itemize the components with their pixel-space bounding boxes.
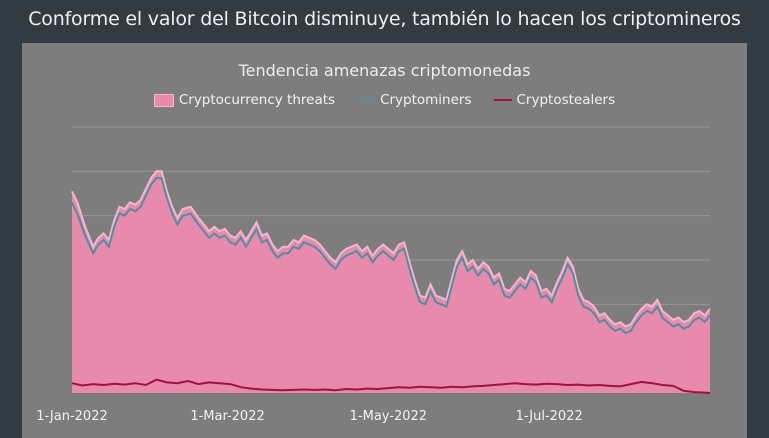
legend-label-threats: Cryptocurrency threats — [178, 92, 336, 108]
legend-swatch-miners — [357, 99, 376, 101]
legend-label-miners: Cryptominers — [380, 92, 472, 108]
legend-item-miners: Cryptominers — [357, 92, 472, 108]
legend-swatch-threats — [153, 93, 174, 107]
series-area-cryptocurrency-threats — [72, 171, 710, 393]
page-title: Conforme el valor del Bitcoin disminuye,… — [28, 8, 741, 30]
chart-plot: 1-Jan-2022 1-Mar-2022 1-May-2022 1-Jul-2022 — [36, 126, 711, 424]
legend-item-threats: Cryptocurrency threats — [153, 92, 336, 108]
legend-item-stealers: Cryptostealers — [493, 92, 616, 108]
x-tick-label: 1-Jan-2022 — [36, 409, 108, 424]
chart-panel: Tendencia amenazas criptomonedas Cryptoc… — [22, 43, 747, 438]
x-tick-label: 1-Mar-2022 — [190, 409, 264, 424]
legend-swatch-stealers — [493, 99, 512, 101]
series-line-cryptominers — [71, 177, 711, 335]
x-axis-ticks: 1-Jan-2022 1-Mar-2022 1-May-2022 1-Jul-2022 — [36, 409, 583, 424]
series-outline-cryptocurrency-threats — [71, 170, 711, 328]
chart-legend: Cryptocurrency threats Cryptominers Cryp… — [22, 92, 747, 108]
series-line-cryptostealers — [71, 378, 711, 394]
chart-title: Tendencia amenazas criptomonedas — [238, 61, 531, 80]
x-tick-label: 1-May-2022 — [350, 409, 427, 424]
legend-label-stealers: Cryptostealers — [516, 92, 616, 108]
x-tick-label: 1-Jul-2022 — [516, 409, 583, 424]
